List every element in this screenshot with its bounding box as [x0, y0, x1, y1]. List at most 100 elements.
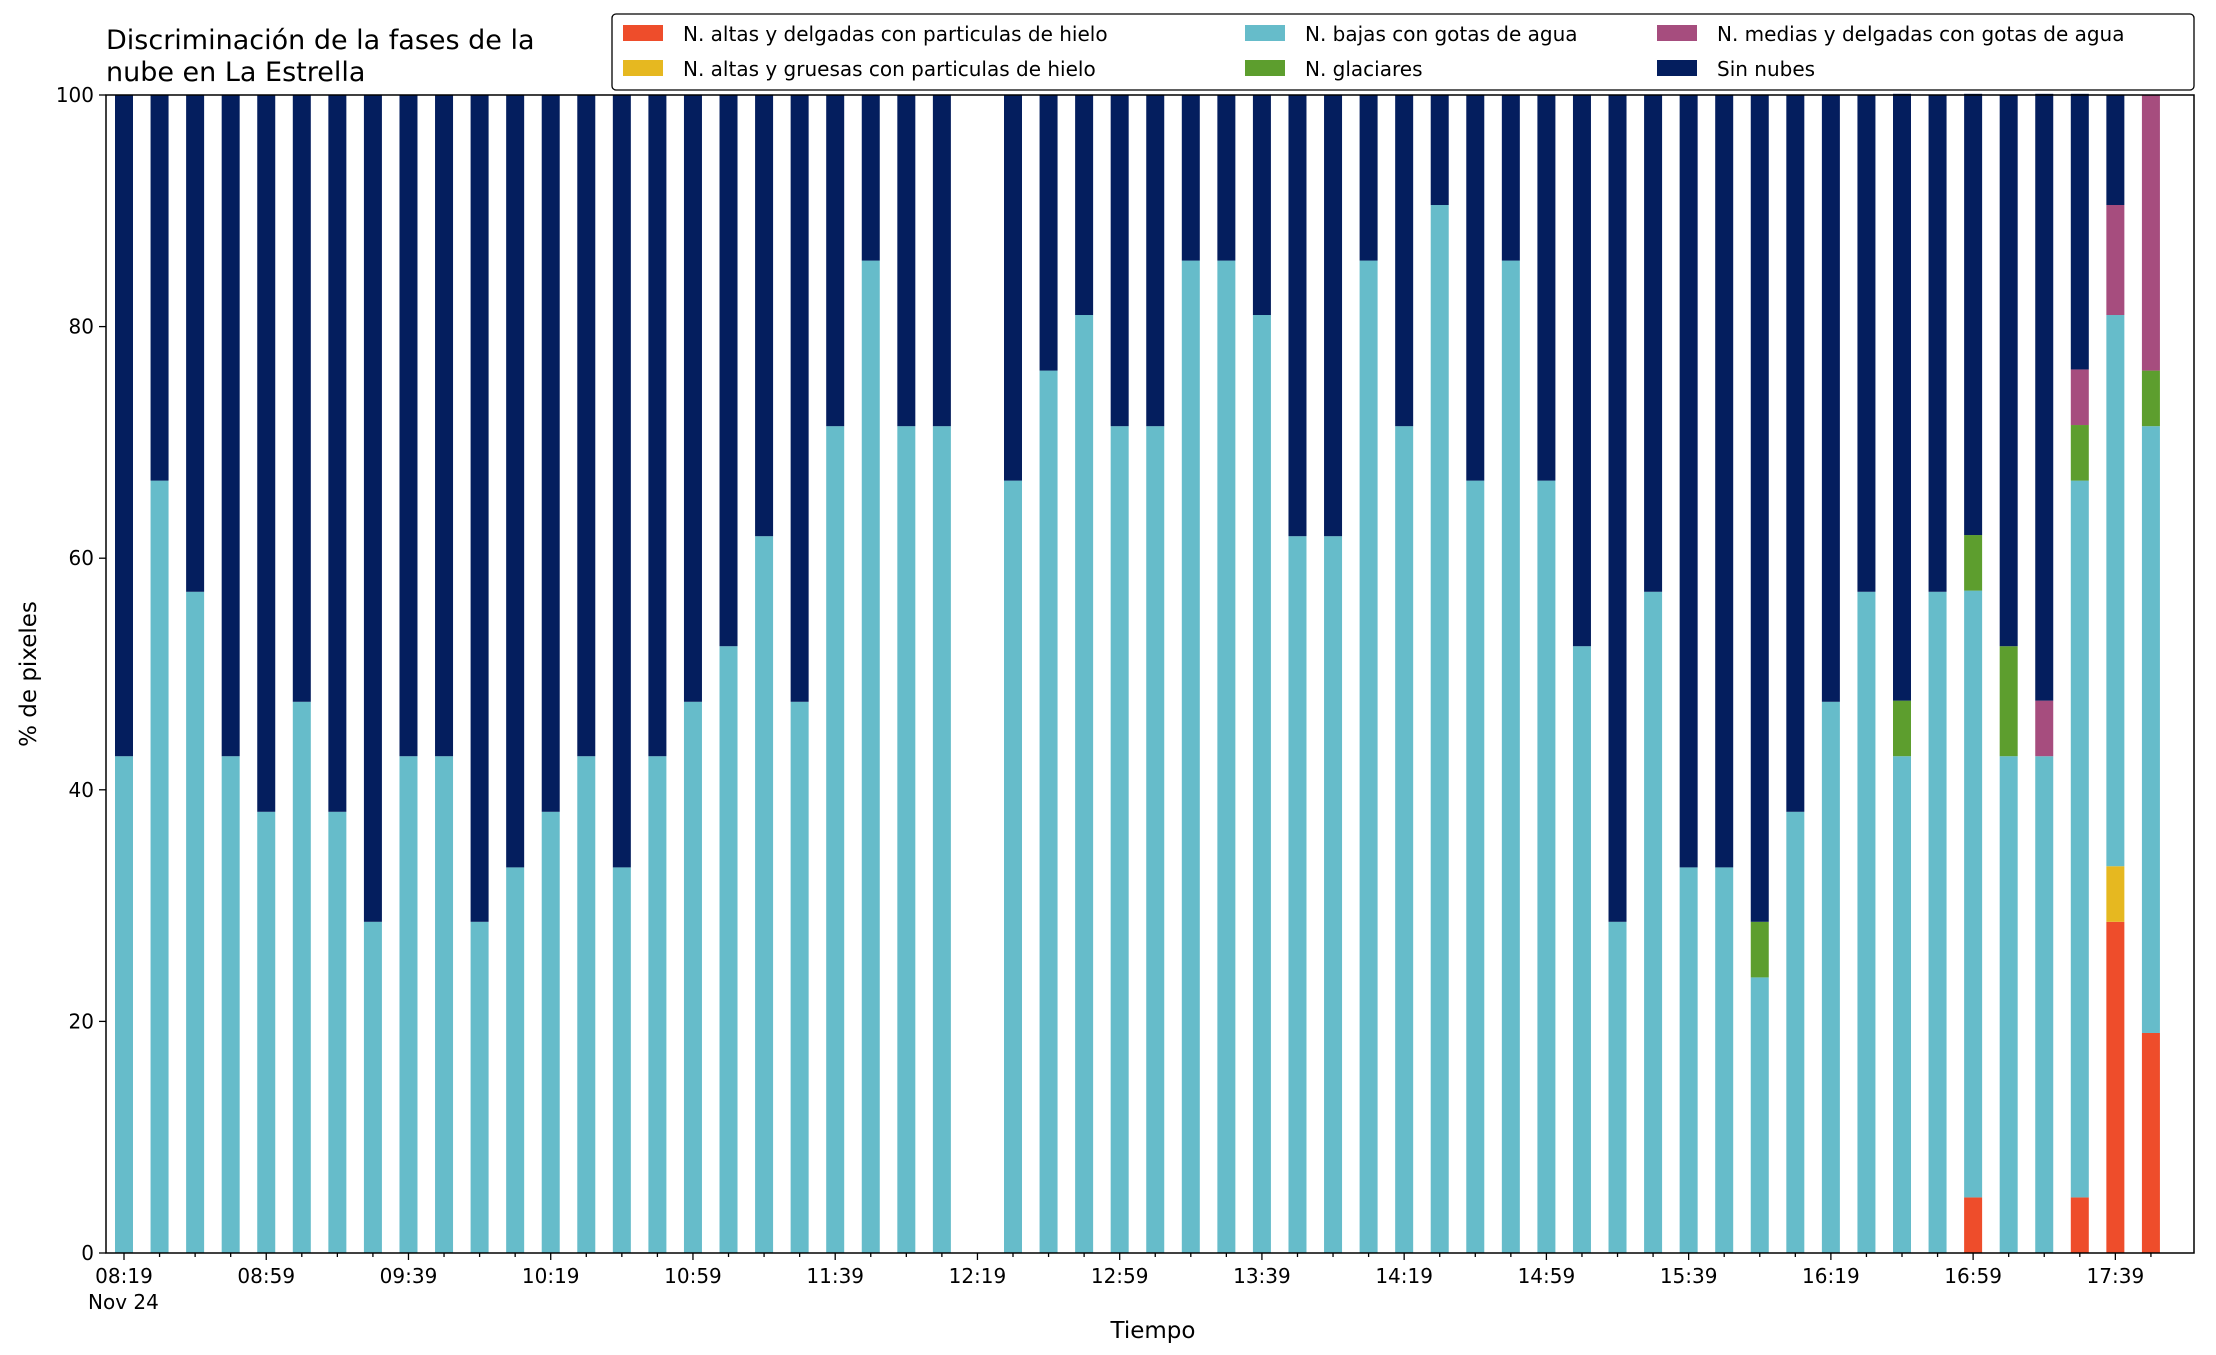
- bar-segment: [1217, 95, 1236, 261]
- bar-segment: [1110, 426, 1129, 1253]
- bar-segment: [755, 95, 774, 537]
- bar-segment: [790, 95, 809, 702]
- x-tick-label: 11:39: [806, 1264, 864, 1288]
- bar-segment: [1679, 95, 1698, 868]
- bar-segment: [2070, 480, 2089, 1198]
- bar-segment: [2070, 369, 2089, 426]
- bar-segment: [1181, 95, 1200, 261]
- bar-segment: [328, 95, 347, 812]
- bar-segment: [2106, 205, 2125, 316]
- chart-title: Discriminación de la fases de la nube en …: [106, 25, 535, 88]
- x-tick-label: 16:19: [1802, 1264, 1860, 1288]
- bar-segment: [1252, 315, 1271, 1253]
- legend-entry-label: N. altas y gruesas con particulas de hie…: [683, 57, 1096, 81]
- bar-segment: [861, 260, 880, 1254]
- x-axis-label: Tiempo: [1110, 1318, 1196, 1344]
- bar-segment: [1004, 480, 1022, 1253]
- y-tick-label: 0: [81, 1241, 94, 1265]
- bar-segment: [1146, 426, 1165, 1253]
- bar-segment: [1110, 95, 1129, 427]
- bar-segment: [2106, 95, 2125, 206]
- legend-entry-label: N. altas y delgadas con particulas de hi…: [683, 22, 1108, 46]
- bar-segment: [1821, 701, 1840, 1253]
- bar-segment: [1964, 590, 1983, 1198]
- bar-segment: [1039, 95, 1058, 371]
- x-tick-label: 16:59: [1944, 1264, 2002, 1288]
- bar-segment: [1181, 260, 1200, 1254]
- bar-segment: [399, 756, 418, 1253]
- bar-segment: [1430, 95, 1449, 206]
- legend-swatch: [1657, 25, 1697, 41]
- x-tick-label: 08:59: [237, 1264, 295, 1288]
- bar-segment: [1501, 260, 1520, 1254]
- bar-segment: [612, 95, 631, 868]
- x-axis: 08:19 08:59 09:39 10:19 10:59 11:39 12:19 12:59…: [88, 1253, 2152, 1314]
- bar-segment: [1928, 591, 1947, 1253]
- bar-segment: [1466, 95, 1485, 481]
- legend-swatch: [623, 60, 663, 76]
- bar-segment: [1608, 95, 1627, 922]
- bar-segment: [2141, 370, 2160, 427]
- bar-segment: [1395, 426, 1414, 1253]
- bar-segment: [1750, 95, 1769, 922]
- bars-layer: [115, 93, 2160, 1254]
- bar-segment: [115, 756, 133, 1253]
- bar-segment: [577, 95, 596, 757]
- bar-segment: [257, 95, 276, 812]
- y-tick-label: 100: [56, 83, 94, 107]
- bar-segment: [186, 95, 205, 592]
- bar-segment: [1750, 921, 1769, 978]
- y-tick-label: 80: [69, 315, 94, 339]
- bar-segment: [1288, 95, 1307, 537]
- bar-segment: [328, 811, 347, 1253]
- bar-segment: [2141, 426, 2160, 1033]
- bar-segment: [648, 756, 667, 1253]
- bar-segment: [2106, 921, 2125, 1253]
- x-tick-label: 13:39: [1233, 1264, 1291, 1288]
- bar-segment: [1004, 95, 1022, 481]
- bar-segment: [1857, 95, 1876, 592]
- bar-segment: [719, 646, 738, 1253]
- x-tick-label: 08:19: [95, 1264, 153, 1288]
- bar-segment: [1537, 95, 1556, 481]
- legend-swatch: [1657, 60, 1697, 76]
- bar-segment: [2106, 866, 2125, 922]
- legend-swatch: [623, 25, 663, 41]
- chart-title-line: nube en La Estrella: [106, 57, 365, 88]
- bar-segment: [577, 756, 596, 1253]
- bar-segment: [221, 95, 240, 757]
- bar-segment: [612, 867, 631, 1253]
- plot-frame: [105, 94, 2195, 1254]
- bar-segment: [2035, 93, 2054, 701]
- legend-entry-label: N. bajas con gotas de agua: [1305, 22, 1578, 46]
- legend: N. altas y delgadas con particulas de hi…: [611, 13, 2195, 91]
- legend-swatch: [1245, 60, 1285, 76]
- bar-segment: [1964, 93, 1983, 536]
- bar-segment: [1039, 370, 1058, 1254]
- bar-segment: [1075, 315, 1094, 1253]
- x-tick-label: 12:19: [949, 1264, 1007, 1288]
- bar-segment: [1928, 95, 1947, 592]
- bar-segment: [2070, 93, 2089, 370]
- legend-frame: [611, 13, 2195, 91]
- bar-segment: [755, 536, 774, 1253]
- y-axis-label: % de pixeles: [16, 601, 42, 747]
- bar-segment: [1359, 260, 1378, 1254]
- legend-entry-label: N. glaciares: [1305, 57, 1423, 81]
- bar-segment: [363, 95, 382, 922]
- bar-segment: [1786, 95, 1805, 812]
- bar-segment: [363, 921, 382, 1253]
- x-tick-label: 10:19: [522, 1264, 580, 1288]
- bar-segment: [1324, 95, 1343, 537]
- bar-segment: [1359, 95, 1378, 261]
- bar-segment: [1893, 756, 1911, 1253]
- bar-segment: [1395, 95, 1414, 427]
- bar-segment: [221, 756, 240, 1253]
- bar-segment: [1608, 921, 1627, 1253]
- x-tick-label: 14:19: [1375, 1264, 1433, 1288]
- bar-segment: [435, 756, 454, 1253]
- bar-segment: [1324, 536, 1343, 1253]
- bar-segment: [1786, 811, 1805, 1253]
- bar-segment: [2106, 315, 2125, 867]
